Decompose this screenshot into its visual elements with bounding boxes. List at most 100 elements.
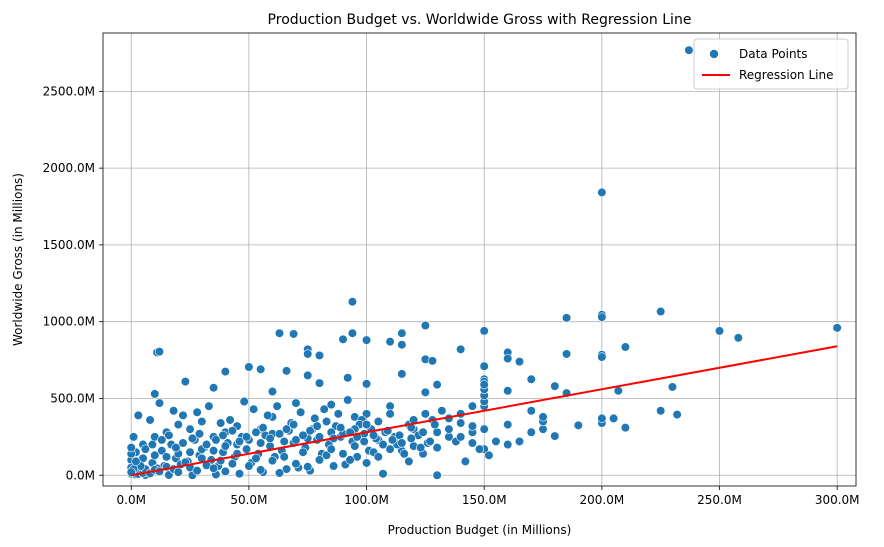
data-point <box>397 369 407 379</box>
y-tick-label: 0.0M <box>66 468 95 482</box>
data-point <box>194 429 205 439</box>
data-point <box>714 326 725 336</box>
data-point <box>220 366 230 377</box>
data-point <box>239 396 249 407</box>
data-point <box>251 453 261 463</box>
data-point <box>503 439 513 450</box>
data-point <box>432 380 442 390</box>
regression-series <box>131 345 838 477</box>
data-point <box>187 433 198 443</box>
data-point <box>220 466 230 477</box>
data-point <box>350 441 360 451</box>
data-point <box>620 342 630 352</box>
data-point <box>227 459 238 469</box>
data-point <box>192 466 202 476</box>
y-tick-label: 1500.0M <box>43 238 95 252</box>
legend-marker-data-points <box>709 49 719 59</box>
data-point <box>597 187 607 197</box>
data-point <box>456 418 466 428</box>
plot-frame <box>102 32 857 487</box>
data-point <box>154 398 165 408</box>
data-point <box>538 424 548 434</box>
data-point <box>373 452 383 462</box>
data-point <box>296 407 306 417</box>
data-point <box>310 413 320 424</box>
data-point <box>249 404 259 414</box>
data-point <box>609 413 619 424</box>
x-tick-label: 300.0M <box>815 493 860 507</box>
data-point <box>378 469 388 479</box>
data-point <box>281 366 292 376</box>
data-point <box>234 436 245 447</box>
data-point <box>161 452 172 462</box>
data-point <box>361 335 372 345</box>
data-point <box>173 419 183 430</box>
data-point <box>420 320 430 331</box>
data-point <box>279 436 289 447</box>
legend-label-regression-line: Regression Line <box>739 68 833 82</box>
data-point <box>420 409 430 419</box>
regression-line <box>131 345 838 477</box>
data-point <box>425 436 435 447</box>
data-point <box>361 379 372 389</box>
data-point <box>133 410 143 420</box>
data-point <box>514 357 525 367</box>
data-point <box>234 469 245 479</box>
data-point <box>314 455 325 465</box>
data-point <box>157 435 167 445</box>
data-point <box>479 424 489 434</box>
data-point <box>467 401 478 411</box>
data-point <box>538 412 548 422</box>
x-tick-label: 250.0M <box>697 493 742 507</box>
data-point <box>526 406 536 416</box>
data-point <box>514 436 525 447</box>
data-point <box>347 297 358 307</box>
data-point <box>385 444 395 454</box>
data-point <box>561 349 572 359</box>
data-point <box>244 362 254 372</box>
data-point <box>416 443 426 453</box>
scatter-series <box>126 45 842 480</box>
x-tick-label: 100.0M <box>344 493 389 507</box>
data-point <box>385 401 395 411</box>
data-point <box>227 426 238 436</box>
data-point <box>684 45 694 55</box>
data-point <box>321 450 332 460</box>
data-point <box>289 329 299 339</box>
data-point <box>314 378 325 388</box>
data-point <box>272 401 282 411</box>
data-point <box>550 431 560 441</box>
data-point <box>503 353 513 364</box>
data-point <box>336 423 346 433</box>
data-point <box>444 424 454 434</box>
data-point <box>733 333 743 343</box>
data-point <box>220 441 230 451</box>
data-point <box>180 376 190 387</box>
data-point <box>263 410 273 420</box>
data-point <box>474 444 485 454</box>
data-point <box>573 420 583 430</box>
data-point <box>420 387 430 397</box>
data-point <box>279 452 289 462</box>
data-point <box>312 421 322 431</box>
data-point <box>437 406 447 416</box>
data-point <box>359 436 369 447</box>
legend-box <box>693 38 849 90</box>
data-point <box>418 427 428 437</box>
data-point <box>620 423 630 433</box>
data-point <box>251 427 261 437</box>
x-tick-label: 200.0M <box>580 493 625 507</box>
data-point <box>361 419 372 430</box>
data-point <box>404 456 414 467</box>
data-point <box>456 432 466 442</box>
data-point <box>289 419 299 430</box>
data-point <box>361 458 372 468</box>
data-point <box>479 380 489 390</box>
data-point <box>265 433 275 443</box>
data-point <box>479 361 489 371</box>
data-point <box>597 352 607 362</box>
data-point <box>291 398 301 408</box>
data-point <box>484 450 494 460</box>
data-point <box>319 404 329 414</box>
